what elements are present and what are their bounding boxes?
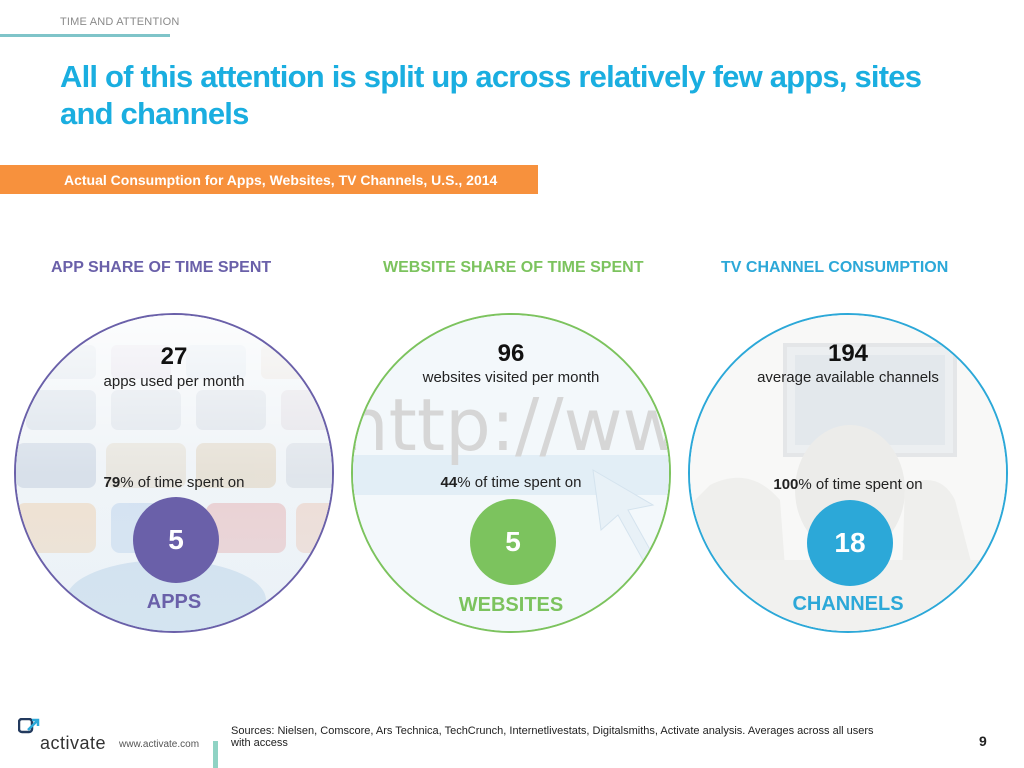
brand-url[interactable]: www.activate.com	[119, 739, 200, 750]
activate-logo-icon	[17, 717, 40, 741]
section-divider	[0, 34, 170, 37]
apps-percent-line: 79% of time spent on	[16, 474, 332, 491]
websites-circle: http://www 96 websites visited per month…	[351, 313, 671, 633]
websites-total-label: websites visited per month	[422, 369, 600, 386]
apps-circle: 27 apps used per month 79% of time spent…	[14, 313, 334, 633]
tv-total-label: average available channels	[757, 369, 939, 386]
browser-url-background: http://www	[353, 315, 669, 631]
tv-percent: 100	[773, 476, 799, 493]
tv-count-badge: 18	[807, 500, 893, 586]
sources-note: Sources: Nielsen, Comscore, Ars Technica…	[231, 725, 874, 749]
apps-caption: APPS	[146, 591, 202, 613]
websites-heading: WEBSITE SHARE OF TIME SPENT	[383, 259, 644, 276]
banner-text: Actual Consumption for Apps, Websites, T…	[64, 172, 498, 188]
tv-heading: TV CHANNEL CONSUMPTION	[721, 259, 949, 276]
footer-accent-bar	[213, 741, 218, 768]
app-icons-background	[16, 315, 332, 631]
brand-name: activate	[40, 733, 107, 753]
websites-percent: 44	[440, 474, 458, 491]
apps-total-label: apps used per month	[103, 373, 245, 390]
subtitle-banner: Actual Consumption for Apps, Websites, T…	[0, 165, 538, 194]
tv-percent-line: 100% of time spent on	[690, 476, 1006, 493]
http-watermark: http://www	[353, 383, 671, 467]
page-number: 9	[979, 733, 987, 749]
tv-viewer-background	[690, 315, 1006, 631]
section-label: TIME AND ATTENTION	[60, 16, 180, 28]
websites-percent-label: % of time spent on	[457, 474, 582, 491]
apps-heading: APP SHARE OF TIME SPENT	[51, 259, 272, 276]
websites-count-badge: 5	[470, 499, 556, 585]
tv-total: 194	[827, 340, 869, 367]
websites-caption: WEBSITES	[458, 594, 564, 616]
apps-count-badge: 5	[133, 497, 219, 583]
apps-total: 27	[160, 343, 188, 370]
apps-percent-label: % of time spent on	[120, 474, 245, 491]
websites-total: 96	[497, 340, 525, 367]
websites-percent-line: 44% of time spent on	[353, 474, 669, 491]
tv-circle: 194 average available channels 100% of t…	[688, 313, 1008, 633]
apps-percent: 79	[103, 474, 121, 491]
tv-percent-label: % of time spent on	[798, 476, 923, 493]
tv-caption: CHANNELS	[792, 593, 904, 615]
slide-title: All of this attention is split up across…	[60, 59, 922, 131]
